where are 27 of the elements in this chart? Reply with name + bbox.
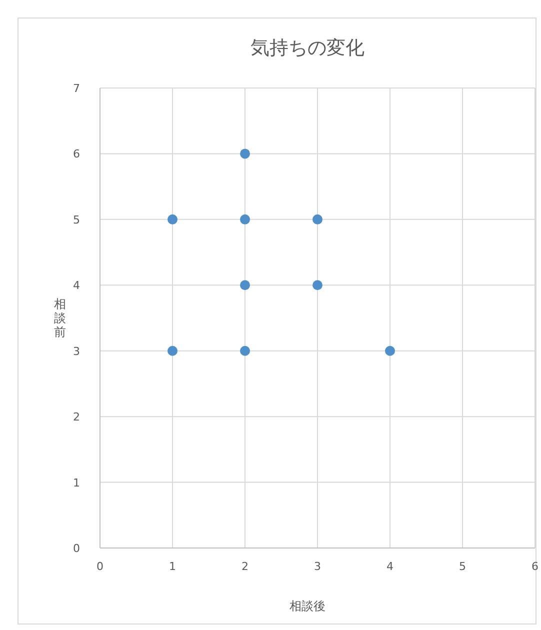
point	[385, 346, 395, 356]
y-axis-title: 相談前	[54, 297, 66, 339]
x-tick-label: 6	[532, 560, 538, 573]
x-tick-label: 2	[242, 560, 248, 573]
point	[240, 346, 250, 356]
x-tick-label: 1	[169, 560, 176, 573]
point	[168, 346, 178, 356]
point	[240, 280, 250, 290]
point	[312, 214, 322, 224]
x-tick-label: 5	[459, 560, 466, 573]
x-axis-title: 相談後	[290, 599, 326, 613]
y-tick-label: 2	[73, 410, 80, 424]
x-tick-label: 0	[96, 560, 104, 573]
x-tick-label: 4	[386, 560, 394, 573]
point	[240, 214, 250, 224]
point	[312, 280, 322, 290]
y-tick-label: 5	[73, 213, 80, 226]
x-tick-label: 3	[314, 560, 321, 573]
y-tick-label: 6	[73, 148, 80, 161]
y-tick-label: 4	[73, 279, 80, 292]
point	[168, 214, 178, 224]
y-tick-label: 7	[73, 82, 80, 95]
y-tick-label: 1	[73, 476, 80, 490]
chart-title: 気持ちの変化	[250, 37, 364, 59]
y-tick-label: 0	[73, 542, 80, 555]
y-tick-label: 3	[73, 344, 80, 358]
point	[240, 148, 250, 159]
